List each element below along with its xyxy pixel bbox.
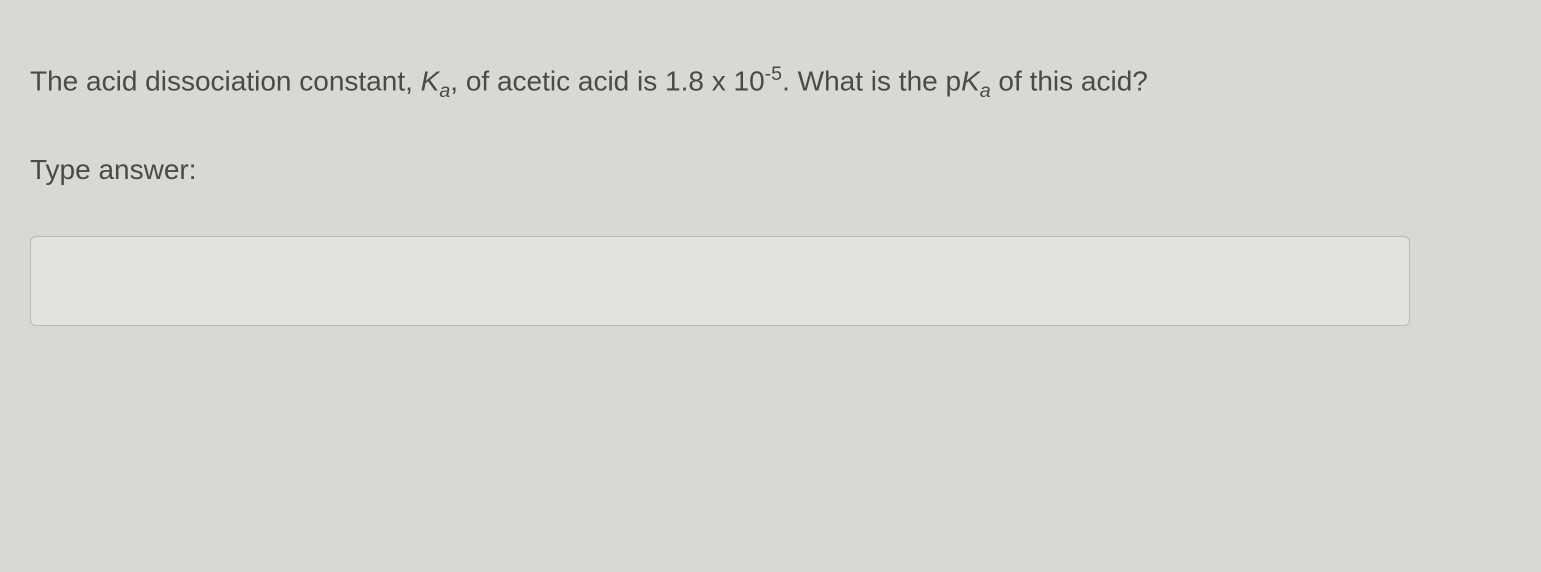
exponent: -5: [765, 63, 782, 85]
question-mid1: , of acetic acid is 1.8 x 10: [450, 65, 764, 96]
question-text: The acid dissociation constant, Ka, of a…: [30, 60, 1511, 106]
question-mid2: . What is the p: [782, 65, 961, 96]
question-prefix: The acid dissociation constant,: [30, 65, 421, 96]
pka-symbol-k: K: [961, 65, 980, 96]
pka-symbol-sub: a: [980, 80, 991, 102]
question-suffix: of this acid?: [991, 65, 1148, 96]
answer-label: Type answer:: [30, 154, 1511, 186]
answer-input[interactable]: [30, 236, 1410, 326]
ka-symbol-sub: a: [439, 80, 450, 102]
ka-symbol-k: K: [421, 65, 440, 96]
